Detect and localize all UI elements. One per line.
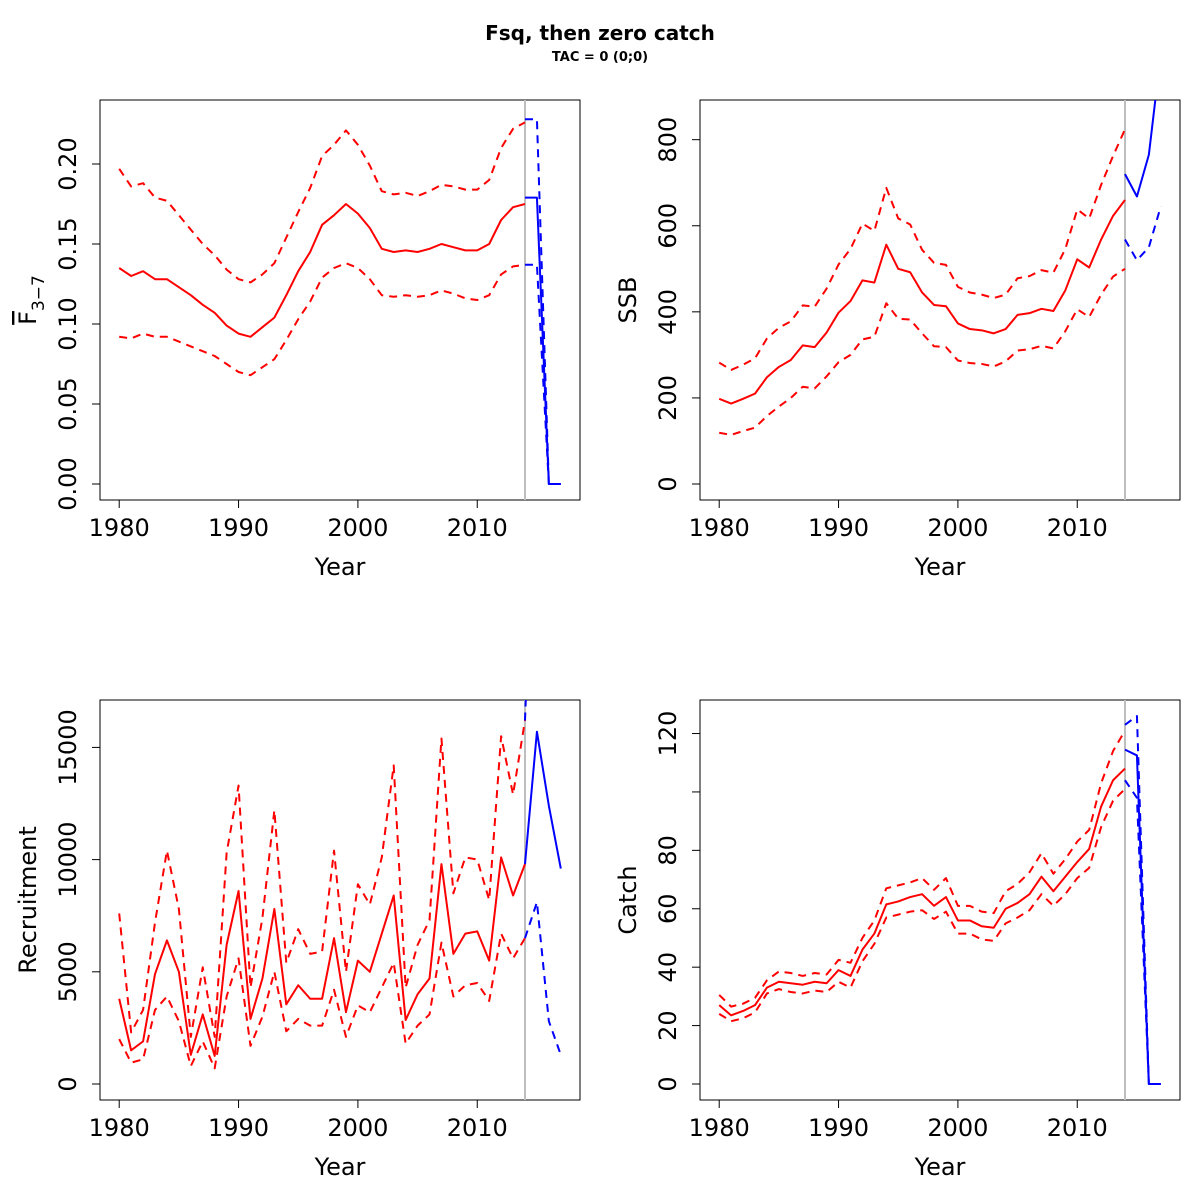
- history-upper-bound-line: [718, 128, 1126, 371]
- history-estimate-line: [118, 203, 526, 338]
- x-tick-label: 1990: [808, 514, 869, 542]
- y-axis-title-main: F: [14, 311, 42, 325]
- figure-subtitle: TAC = 0 (0;0): [552, 50, 648, 65]
- ssb-panel: 1980 1990 2000 2010 0 200 400 600 800 Year SSB: [614, 0, 1181, 581]
- y-tick-label: 60: [654, 893, 682, 924]
- y-axis-title: SSB: [614, 277, 642, 324]
- x-tick-label: 1980: [689, 1114, 750, 1142]
- forecast-estimate-line: [1124, 100, 1157, 198]
- forecast-upper-bound-line: [523, 700, 527, 721]
- forecast-lower-bound-line: [524, 901, 562, 1056]
- x-tick-label: 2000: [327, 1114, 388, 1142]
- y-axis-title-subscript: 3−7: [29, 275, 49, 311]
- forecast-estimate-line: [524, 196, 561, 485]
- y-tick-label: 0.00: [54, 457, 82, 510]
- x-axis-title: Year: [314, 553, 366, 581]
- y-tick-label: 800: [654, 117, 682, 163]
- y-tick-label: 20: [654, 1010, 682, 1041]
- y-tick-label: 0.05: [54, 377, 82, 430]
- history-lower-bound-line: [719, 267, 1126, 436]
- history-estimate-line: [718, 767, 1126, 1017]
- recruitment-panel: 1980 1990 2000 2010 0 5000 10000 15000 Year Recru…: [14, 699, 581, 1181]
- y-tick-label: 200: [654, 375, 682, 421]
- x-axis-title: Year: [914, 1153, 966, 1181]
- x-tick-label: 1990: [808, 1114, 869, 1142]
- history-lower-bound-line: [119, 262, 526, 377]
- plot-frame: [699, 99, 1181, 501]
- forecast-lower-bound-line: [1124, 206, 1162, 262]
- y-tick-label: 10000: [54, 821, 82, 897]
- history-lower-bound-line: [718, 788, 1126, 1023]
- y-tick-label: 400: [654, 289, 682, 335]
- x-tick-label: 2000: [327, 514, 388, 542]
- series-group: [718, 0, 1162, 500]
- y-tick-label: 15000: [54, 709, 82, 785]
- y-tick-label: 80: [654, 835, 682, 866]
- history-estimate-line: [118, 856, 526, 1057]
- x-tick-label: 2000: [927, 514, 988, 542]
- series-group: [718, 700, 1161, 1100]
- x-axis-title: Year: [914, 553, 966, 581]
- y-axis-title: F3−7: [14, 275, 49, 325]
- history-upper-bound-line: [118, 121, 526, 284]
- forecast-estimate-line: [523, 730, 562, 869]
- forecast-estimate-line: [1124, 748, 1161, 1085]
- x-tick-label: 2010: [1047, 514, 1108, 542]
- fbar-panel: 1980 1990 2000 2010 0.00 0.05 0.10 0.15 0.20 Year…: [14, 99, 581, 581]
- y-axis-title: Catch: [614, 865, 642, 934]
- x-tick-label: 1980: [89, 1114, 150, 1142]
- y-tick-label: 120: [654, 711, 682, 757]
- x-tick-label: 1990: [208, 1114, 269, 1142]
- plot-frame: [699, 699, 1181, 1101]
- x-tick-label: 2010: [1047, 1114, 1108, 1142]
- y-tick-label: 5000: [54, 941, 82, 1002]
- figure-title: Fsq, then zero catch: [485, 21, 715, 45]
- plot-frame: [99, 699, 581, 1101]
- y-axis-title: Recruitment: [14, 826, 42, 973]
- x-axis-title: Year: [314, 1153, 366, 1181]
- y-tick-label: 0.15: [54, 217, 82, 270]
- x-tick-label: 2000: [927, 1114, 988, 1142]
- x-tick-label: 2010: [447, 514, 508, 542]
- x-tick-label: 1990: [208, 514, 269, 542]
- series-group: [118, 100, 561, 500]
- y-tick-label: 0: [654, 1076, 682, 1091]
- catch-panel: 1980 1990 2000 2010 0 20 40 60 80 120 Year Catch: [614, 699, 1181, 1181]
- y-tick-label: 0: [654, 476, 682, 491]
- series-group: [118, 700, 562, 1100]
- forecast-lower-bound-line: [524, 263, 561, 485]
- history-upper-bound-line: [118, 720, 526, 1038]
- plot-frame: [99, 99, 581, 501]
- x-tick-label: 1980: [689, 514, 750, 542]
- history-upper-bound-line: [718, 730, 1126, 1008]
- x-tick-label: 2010: [447, 1114, 508, 1142]
- x-tick-label: 1980: [89, 514, 150, 542]
- forecast-upper-bound-line: [1125, 0, 1161, 97]
- history-lower-bound-line: [118, 932, 526, 1070]
- y-tick-label: 600: [654, 203, 682, 249]
- y-tick-label: 0: [54, 1076, 82, 1091]
- y-tick-label: 40: [654, 952, 682, 983]
- y-tick-label: 0.20: [54, 137, 82, 190]
- history-estimate-line: [718, 199, 1126, 405]
- forecast-upper-bound-line: [524, 118, 561, 485]
- y-tick-label: 0.10: [54, 297, 82, 350]
